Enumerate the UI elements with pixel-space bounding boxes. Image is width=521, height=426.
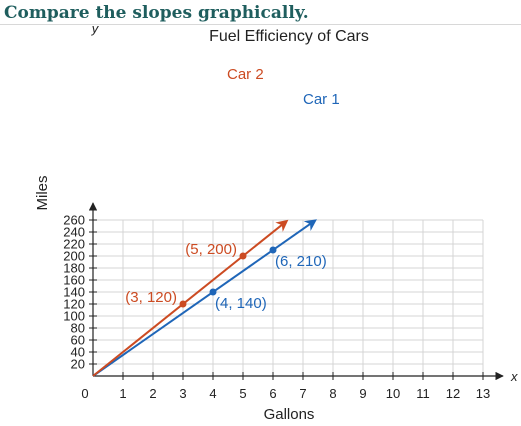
x-tick-label: 9 <box>359 386 366 401</box>
x-tick-label: 3 <box>179 386 186 401</box>
car-1-line <box>92 219 317 377</box>
x-axis-label: Gallons <box>264 406 315 423</box>
x-tick-label: 1 <box>119 386 126 401</box>
y-tick-label: 100 <box>63 309 85 324</box>
x-tick-label: 0 <box>81 386 88 401</box>
y-tick-label: 140 <box>63 285 85 300</box>
grid-lines <box>93 219 484 376</box>
y-tick-label: 200 <box>63 249 85 264</box>
y-tick-label: 260 <box>63 213 85 228</box>
x-tick-label: 11 <box>416 386 430 401</box>
axes <box>88 202 504 381</box>
x-tick-label: 4 <box>209 386 216 401</box>
y-tick-label: 180 <box>63 261 85 276</box>
x-tick-label: 5 <box>239 386 246 401</box>
car-2-line <box>92 219 289 377</box>
car-1-point <box>269 246 277 254</box>
x-tick-label: 2 <box>149 386 156 401</box>
y-tick-label: 40 <box>71 345 85 360</box>
car-2-point-label: (3, 120) <box>125 289 177 306</box>
x-tick-label: 13 <box>476 386 490 401</box>
page-heading: Compare the slopes graphically. <box>4 3 309 23</box>
chart-title: Fuel Efficiency of Cars <box>209 28 369 45</box>
y-tick-label: 60 <box>71 333 85 348</box>
car-2-name-label: Car 2 <box>227 66 264 83</box>
car-2-point <box>179 300 187 308</box>
y-tick-label: 240 <box>63 225 85 240</box>
y-axis-label: Miles <box>34 175 51 210</box>
x-variable-label: x <box>510 369 518 384</box>
y-tick-label: 160 <box>63 273 85 288</box>
car-2-point <box>239 252 247 260</box>
heading-divider <box>0 24 521 25</box>
x-tick-label: 6 <box>269 386 276 401</box>
y-tick-label: 20 <box>71 357 85 372</box>
car-2-point-label: (5, 200) <box>185 241 237 258</box>
y-tick-label: 80 <box>71 321 85 336</box>
y-tick-label: 220 <box>63 237 85 252</box>
series-layer: Car 1 (4, 140) (6, 210) Car 2 (3, 120) (5, 20… <box>92 66 340 377</box>
x-tick-label: 12 <box>446 386 460 401</box>
car-1-name-label: Car 1 <box>303 91 340 108</box>
y-tick-label: 120 <box>63 297 85 312</box>
car-1-point-label: (6, 210) <box>275 253 327 270</box>
x-tick-label: 10 <box>386 386 400 401</box>
car-1-point-label: (4, 140) <box>215 295 267 312</box>
x-tick-label: 7 <box>299 386 306 401</box>
car-1-point <box>209 288 217 296</box>
tick-labels: 0 1 2 3 4 5 6 7 8 9 10 11 12 132040608010012014016018… <box>63 213 490 402</box>
x-tick-label: 8 <box>329 386 336 401</box>
y-variable-label: y <box>91 21 100 36</box>
